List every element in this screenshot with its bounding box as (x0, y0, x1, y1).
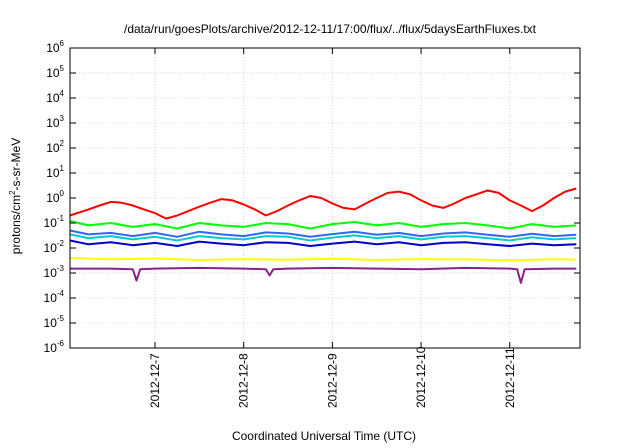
series-line-1 (69, 187, 577, 220)
y-tick-label: 102 (46, 139, 64, 155)
y-axis-label-sup: 2 (8, 190, 17, 195)
y-tick-label: 103 (46, 114, 64, 130)
y-tick-label: 101 (46, 164, 64, 180)
y-tick-label: 10-1 (44, 214, 65, 230)
y-tick-label: 100 (46, 189, 64, 205)
y-tick-label: 10-3 (44, 264, 65, 280)
series-line-7 (70, 266, 577, 284)
y-axis-label: protons/cm2-s-sr-MeV (8, 138, 23, 254)
x-tick-label: 2012-12-8 (237, 353, 251, 408)
y-tick-label: 10-4 (44, 289, 65, 305)
x-tick-label: 2012-12-7 (148, 353, 162, 408)
x-tick-label: 2012-12-10 (414, 346, 428, 408)
y-axis-label-main: protons/cm (9, 195, 23, 254)
grid (70, 48, 580, 348)
tick-labels: 10-6 10-5 10-4 10-3 10-2 10-1 100 101 102 103 104 1… (44, 39, 517, 408)
y-tick-label: 10-2 (44, 239, 65, 255)
series-line-6 (69, 256, 577, 262)
series-line-3 (69, 233, 577, 242)
series-line-4 (69, 229, 577, 238)
series-line-2 (69, 220, 577, 230)
x-tick-label: 2012-12-9 (325, 353, 339, 408)
series-group (69, 187, 577, 284)
y-tick-label: 106 (46, 39, 64, 55)
y-tick-label: 10-5 (44, 314, 65, 330)
x-tick-label: 2012-12-11 (503, 347, 517, 408)
chart-title: /data/run/goesPlots/archive/2012-12-11/1… (124, 22, 537, 36)
x-axis-label: Coordinated Universal Time (UTC) (232, 429, 416, 443)
y-axis-label-rest: -s-sr-MeV (9, 138, 23, 191)
series-line-5 (69, 239, 577, 247)
y-tick-label: 104 (46, 89, 64, 105)
y-tick-label: 10-6 (44, 339, 65, 355)
ticks (70, 47, 580, 349)
y-tick-label: 105 (46, 64, 64, 80)
